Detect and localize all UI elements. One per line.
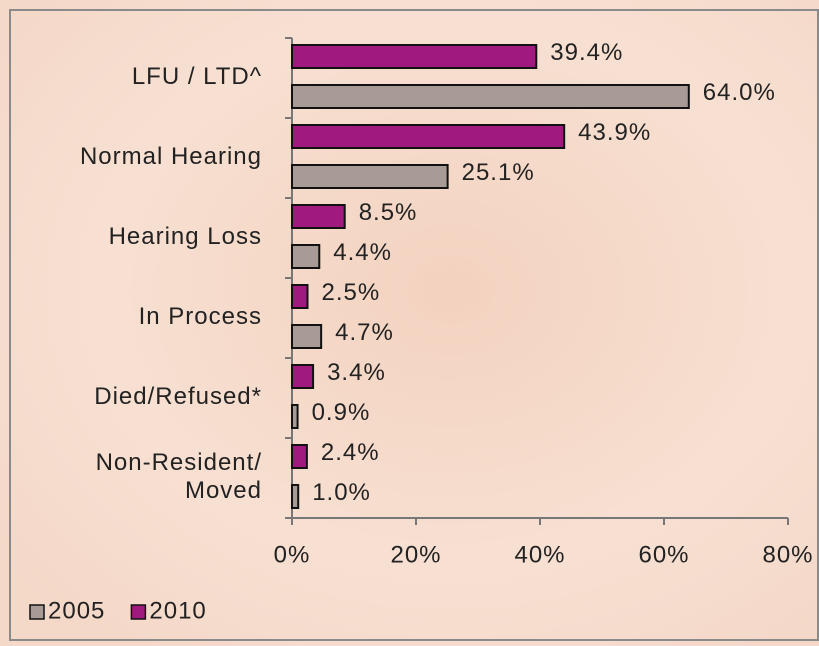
value-label: 2.5% (322, 279, 381, 306)
legend-swatch (130, 604, 147, 620)
value-label: 3.4% (327, 359, 386, 386)
value-label: 2.4% (321, 439, 380, 466)
bar (291, 484, 300, 509)
x-tick-label: 0% (274, 541, 311, 568)
y-tick-label: In Process (139, 303, 262, 330)
bar (291, 124, 566, 149)
bar (291, 84, 690, 109)
bar (291, 324, 323, 349)
value-label: 4.7% (335, 319, 394, 346)
frame (9, 9, 819, 641)
y-tick-label: Non-Resident/Moved (96, 449, 262, 504)
x-tick-label: 20% (390, 541, 441, 568)
y-tick-label: Died/Refused* (94, 383, 262, 410)
value-label: 1.0% (312, 479, 371, 506)
x-tick-label: 60% (638, 541, 689, 568)
legend-label: 2005 (48, 597, 105, 624)
value-label: 64.0% (703, 79, 776, 106)
legend-label: 2010 (149, 597, 206, 624)
legend-swatch (29, 604, 45, 620)
x-tick-label: 40% (514, 541, 565, 568)
value-label: 8.5% (359, 199, 418, 226)
bar (291, 364, 315, 389)
bar (291, 404, 299, 429)
value-label: 25.1% (462, 159, 535, 186)
bar (291, 284, 309, 309)
bar (291, 444, 308, 469)
y-tick-label: LFU / LTD^ (132, 63, 262, 90)
bar (291, 164, 449, 189)
y-tick-label: Hearing Loss (109, 223, 262, 250)
bar (291, 44, 538, 69)
value-label: 39.4% (550, 39, 623, 66)
value-label: 43.9% (578, 119, 651, 146)
value-label: 0.9% (312, 399, 371, 426)
bar (291, 204, 346, 229)
value-label: 4.4% (333, 239, 392, 266)
y-tick-label: Normal Hearing (80, 143, 262, 170)
x-tick-label: 80% (762, 541, 813, 568)
bar (291, 244, 321, 269)
